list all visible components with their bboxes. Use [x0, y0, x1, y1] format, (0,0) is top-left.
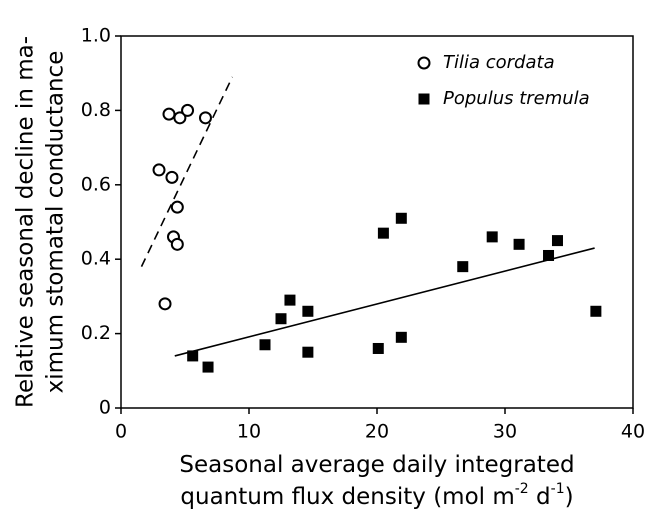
x-tick-label: 30 — [493, 421, 517, 443]
y-axis-label: Relative seasonal decline in ma- — [13, 36, 39, 408]
fit-line — [174, 247, 595, 357]
y-tick-label: 0.2 — [81, 322, 111, 344]
y-tick-label: 0 — [99, 397, 111, 419]
point — [259, 339, 271, 351]
x-tick-label: 20 — [365, 421, 389, 443]
x-tick-label: 10 — [237, 421, 261, 443]
point — [395, 331, 407, 343]
point — [302, 346, 314, 358]
y-tick-label: 0.6 — [81, 173, 111, 195]
point — [187, 350, 199, 362]
label-part: quantum flux density (mol m — [180, 484, 514, 510]
legend-marker — [417, 56, 431, 70]
y-tick-label: 1.0 — [81, 25, 111, 47]
point — [170, 237, 184, 251]
point — [284, 294, 296, 306]
point — [158, 297, 172, 311]
point — [162, 107, 176, 121]
point — [551, 235, 563, 247]
legend-marker — [418, 93, 430, 105]
x-axis-label: quantum flux density (mol m-2 d-1) — [180, 481, 573, 510]
y-tick-label: 0.8 — [81, 99, 111, 121]
y-axis-label: ximum stomatal conductance — [43, 51, 69, 394]
point — [543, 249, 555, 261]
x-axis-label: Seasonal average daily integrated — [179, 452, 574, 478]
point — [275, 313, 287, 325]
legend-label: Populus tremula — [443, 88, 590, 109]
label-part: d — [529, 484, 551, 510]
superscript: -1 — [551, 481, 565, 497]
point — [372, 342, 384, 354]
y-tick-label: 0.4 — [81, 248, 111, 270]
point — [395, 212, 407, 224]
legend-label: Tilia cordata — [443, 52, 555, 73]
point — [173, 111, 187, 125]
point — [513, 238, 525, 250]
superscript: -2 — [515, 481, 529, 497]
point — [377, 227, 389, 239]
point — [302, 305, 314, 317]
label-part: Seasonal average daily integrated — [179, 452, 574, 478]
x-tick-label: 0 — [115, 421, 127, 443]
point — [152, 163, 166, 177]
x-tick-label: 40 — [621, 421, 645, 443]
point — [457, 261, 469, 273]
point — [198, 111, 212, 125]
point — [170, 200, 184, 214]
label-part: ) — [565, 484, 574, 510]
point — [202, 361, 214, 373]
point — [590, 305, 602, 317]
point — [165, 170, 179, 184]
point — [181, 103, 195, 117]
point — [486, 231, 498, 243]
fit-line — [140, 76, 234, 267]
